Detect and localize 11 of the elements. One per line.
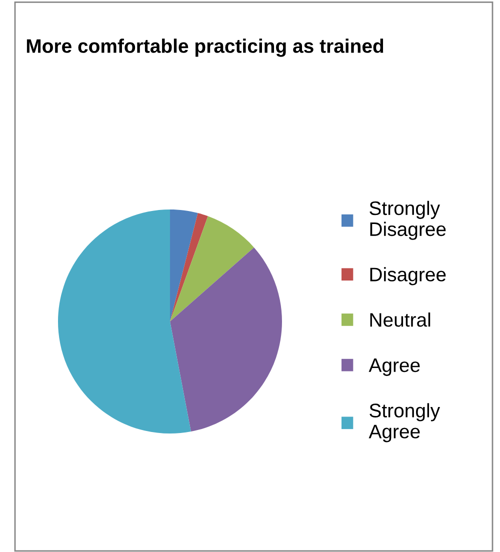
legend-label: Agree xyxy=(368,358,420,376)
legend-label: Neutral xyxy=(370,312,430,327)
legend-label: Strongly Disagree xyxy=(370,200,446,240)
pie-slice xyxy=(170,210,198,322)
pie-slice xyxy=(170,247,282,432)
pie-slice xyxy=(170,216,254,322)
legend-label: Disagree xyxy=(370,267,446,286)
pie-slice xyxy=(58,210,191,434)
pie-slice xyxy=(170,213,208,322)
legend-label: Strongly Agree xyxy=(368,403,440,442)
chart-title: More comfortable practicing as trained xyxy=(26,38,384,57)
